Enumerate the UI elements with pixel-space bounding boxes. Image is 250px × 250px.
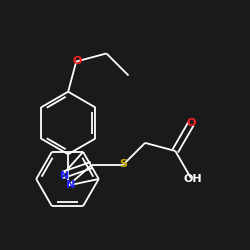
Text: OH: OH <box>183 174 202 184</box>
Text: N: N <box>60 171 69 181</box>
Text: N: N <box>66 180 75 190</box>
Text: O: O <box>72 56 82 66</box>
Text: O: O <box>187 118 196 128</box>
Text: S: S <box>120 159 128 169</box>
